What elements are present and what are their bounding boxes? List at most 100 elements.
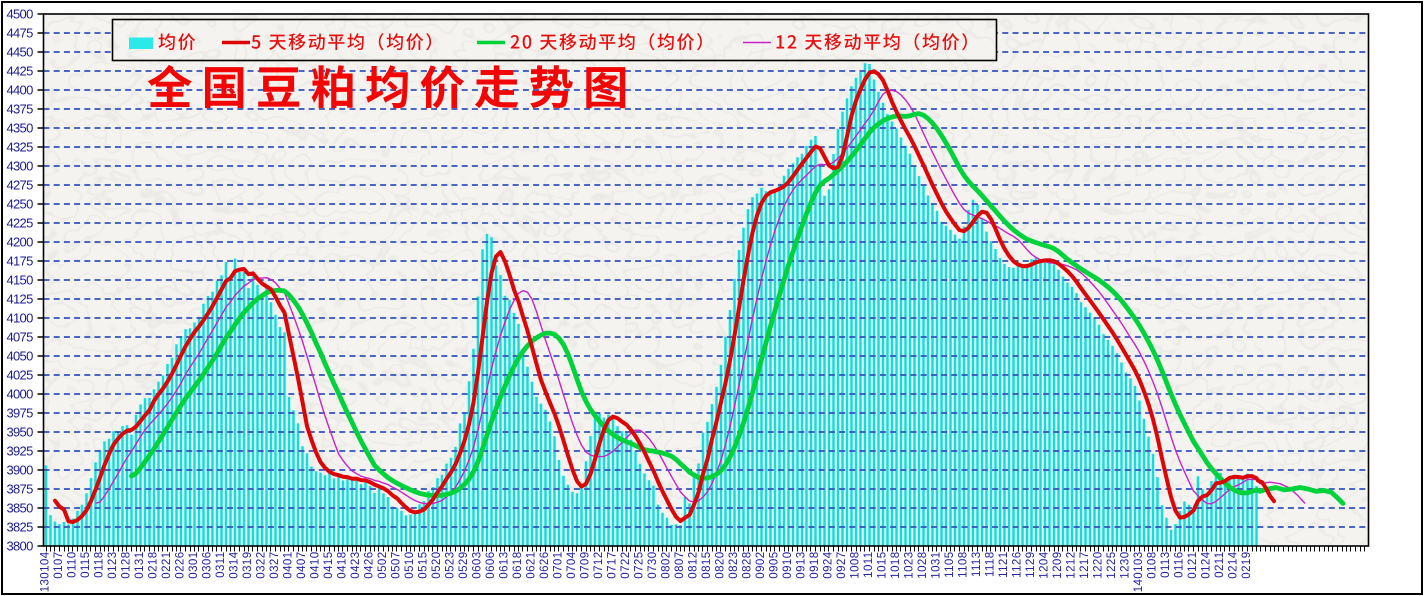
svg-text:0401: 0401 [283, 552, 295, 579]
svg-text:0730: 0730 [647, 552, 659, 579]
svg-text:0314: 0314 [229, 551, 241, 578]
svg-text:0322: 0322 [256, 552, 268, 579]
svg-text:4275: 4275 [7, 177, 34, 192]
svg-text:0507: 0507 [391, 552, 403, 579]
svg-text:1118: 1118 [985, 552, 997, 577]
svg-text:1011: 1011 [863, 552, 875, 578]
svg-text:4050: 4050 [7, 348, 34, 363]
svg-text:1018: 1018 [890, 552, 902, 579]
svg-text:1126: 1126 [1012, 552, 1024, 578]
svg-text:0221: 0221 [161, 552, 173, 579]
svg-text:4225: 4225 [7, 215, 34, 230]
svg-text:1129: 1129 [1025, 552, 1037, 578]
svg-text:0327: 0327 [269, 552, 281, 579]
svg-text:4475: 4475 [7, 25, 34, 40]
svg-text:1108: 1108 [958, 552, 970, 578]
svg-text:4350: 4350 [7, 120, 34, 135]
svg-text:0523: 0523 [445, 552, 457, 579]
svg-text:0520: 0520 [431, 552, 443, 579]
svg-text:0812: 0812 [688, 552, 700, 579]
svg-text:0502: 0502 [377, 552, 389, 579]
svg-text:1225: 1225 [1106, 552, 1118, 579]
svg-text:1031: 1031 [931, 552, 943, 579]
svg-text:1204: 1204 [1039, 551, 1051, 578]
svg-text:4250: 4250 [7, 196, 34, 211]
svg-text:0918: 0918 [809, 552, 821, 579]
svg-text:0214: 0214 [1228, 551, 1240, 578]
svg-text:0927: 0927 [836, 552, 848, 579]
svg-text:1023: 1023 [904, 552, 916, 579]
svg-text:0110: 0110 [67, 552, 79, 578]
svg-text:4300: 4300 [7, 158, 34, 173]
svg-text:4150: 4150 [7, 272, 34, 287]
svg-text:4025: 4025 [7, 367, 34, 382]
svg-text:130104: 130104 [40, 551, 52, 592]
svg-text:0107: 0107 [53, 552, 65, 579]
svg-text:0123: 0123 [107, 552, 119, 579]
svg-text:0415: 0415 [323, 552, 335, 579]
svg-text:0410: 0410 [310, 552, 322, 579]
svg-text:3875: 3875 [7, 481, 34, 496]
svg-text:1230: 1230 [1120, 552, 1132, 579]
svg-text:1015: 1015 [877, 552, 889, 579]
svg-text:0108: 0108 [1147, 552, 1159, 579]
svg-text:1220: 1220 [1093, 552, 1105, 579]
svg-text:0128: 0128 [121, 552, 133, 579]
svg-text:0725: 0725 [634, 552, 646, 579]
svg-text:0910: 0910 [782, 552, 794, 579]
svg-text:4375: 4375 [7, 101, 34, 116]
svg-text:4175: 4175 [7, 253, 34, 268]
svg-text:0306: 0306 [202, 552, 214, 579]
svg-text:0913: 0913 [796, 552, 808, 579]
svg-text:0905: 0905 [769, 552, 781, 579]
svg-text:4075: 4075 [7, 329, 34, 344]
svg-text:0510: 0510 [404, 552, 416, 579]
svg-text:0717: 0717 [607, 552, 619, 579]
svg-text:0807: 0807 [674, 552, 686, 579]
svg-text:0618: 0618 [512, 552, 524, 579]
svg-text:0124: 0124 [1201, 551, 1213, 578]
svg-text:3825: 3825 [7, 519, 34, 534]
svg-text:4500: 4500 [7, 6, 34, 21]
svg-text:3925: 3925 [7, 443, 34, 458]
svg-text:4000: 4000 [7, 386, 34, 401]
svg-text:0423: 0423 [350, 552, 362, 579]
svg-text:0828: 0828 [742, 552, 754, 579]
svg-text:0613: 0613 [499, 552, 511, 579]
svg-text:4400: 4400 [7, 82, 34, 97]
svg-text:3850: 3850 [7, 500, 34, 515]
svg-text:0301: 0301 [188, 552, 200, 579]
svg-text:1217: 1217 [1079, 552, 1091, 579]
svg-text:0407: 0407 [296, 552, 308, 579]
svg-text:0603: 0603 [472, 552, 484, 579]
svg-text:4200: 4200 [7, 234, 34, 249]
svg-text:1121: 1121 [998, 552, 1010, 578]
svg-text:0709: 0709 [580, 552, 592, 579]
svg-text:4325: 4325 [7, 139, 34, 154]
svg-text:4100: 4100 [7, 310, 34, 325]
svg-text:0219: 0219 [1241, 552, 1253, 579]
svg-text:0211: 0211 [1214, 552, 1226, 578]
svg-text:4425: 4425 [7, 63, 34, 78]
svg-text:0529: 0529 [458, 552, 470, 579]
svg-text:0426: 0426 [364, 552, 376, 579]
svg-text:0311: 0311 [215, 552, 227, 578]
svg-text:0113: 0113 [1160, 552, 1172, 578]
svg-text:140103: 140103 [1133, 552, 1145, 593]
svg-text:0823: 0823 [728, 552, 740, 579]
svg-text:0218: 0218 [148, 552, 160, 579]
svg-text:3975: 3975 [7, 405, 34, 420]
svg-text:1212: 1212 [1066, 552, 1078, 579]
svg-text:0701: 0701 [553, 552, 565, 579]
svg-text:4125: 4125 [7, 291, 34, 306]
svg-text:0712: 0712 [593, 552, 605, 579]
svg-text:1028: 1028 [917, 552, 929, 579]
svg-text:0820: 0820 [715, 552, 727, 579]
svg-text:0226: 0226 [175, 552, 187, 579]
svg-text:0924: 0924 [823, 551, 835, 578]
svg-text:0722: 0722 [620, 552, 632, 579]
svg-text:1105: 1105 [944, 552, 956, 578]
svg-text:4450: 4450 [7, 44, 34, 59]
svg-text:1008: 1008 [850, 552, 862, 579]
svg-text:0115: 0115 [80, 552, 92, 578]
